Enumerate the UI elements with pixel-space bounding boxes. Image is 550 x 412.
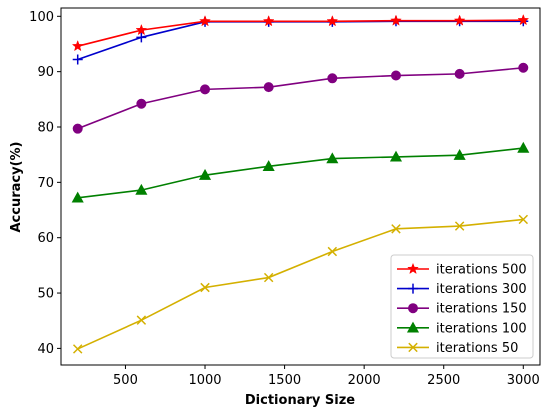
x-tick-label: 2000 xyxy=(348,373,381,388)
data-point xyxy=(72,344,83,354)
legend: iterations 500 iterations 300 iterations 1… xyxy=(390,254,534,359)
y-tick-label: 50 xyxy=(37,287,54,302)
y-tick-label: 100 xyxy=(29,10,54,25)
legend-item: iterations 50 xyxy=(397,341,518,356)
data-point xyxy=(136,98,147,109)
data-point xyxy=(517,13,530,26)
data-point xyxy=(390,14,402,26)
data-point xyxy=(326,152,339,164)
data-point xyxy=(263,272,274,283)
data-point xyxy=(454,221,465,231)
series-5 xyxy=(72,214,529,354)
x-tick-label: 1000 xyxy=(188,373,221,388)
legend-box xyxy=(390,254,534,359)
series-line xyxy=(77,147,524,199)
data-point xyxy=(453,148,466,160)
data-point xyxy=(72,54,83,65)
series-4 xyxy=(71,141,530,203)
legend-label: iterations 100 xyxy=(436,321,527,336)
data-point xyxy=(517,141,530,153)
y-tick-label: 70 xyxy=(37,176,54,191)
data-point xyxy=(262,15,275,27)
legend-marker xyxy=(408,303,418,314)
data-point xyxy=(453,14,466,26)
data-point xyxy=(135,183,148,195)
data-point xyxy=(71,191,84,203)
data-point xyxy=(326,15,339,27)
legend-item: iterations 150 xyxy=(397,302,527,317)
legend-label: iterations 500 xyxy=(436,263,527,278)
y-axis: 40 50 60 70 80 90 100 xyxy=(29,10,61,357)
legend-marker xyxy=(408,342,418,353)
legend-marker xyxy=(407,262,419,275)
data-point xyxy=(136,32,147,43)
data-point xyxy=(327,73,338,84)
data-point xyxy=(454,68,465,79)
legend-label: iterations 150 xyxy=(436,302,527,317)
series-3 xyxy=(72,62,529,134)
data-point xyxy=(518,62,529,73)
series-layer xyxy=(71,13,530,354)
y-tick-label: 80 xyxy=(37,121,54,136)
data-point xyxy=(198,168,212,180)
data-point xyxy=(71,39,84,52)
y-tick-label: 90 xyxy=(37,65,54,80)
y-tick-label: 60 xyxy=(37,231,54,246)
data-point xyxy=(199,15,211,27)
data-point xyxy=(72,123,83,134)
data-point xyxy=(135,23,148,36)
legend-item: iterations 100 xyxy=(397,321,527,336)
legend-label: iterations 300 xyxy=(436,282,527,297)
series-line xyxy=(77,66,524,130)
x-tick-label: 500 xyxy=(113,373,138,388)
data-point xyxy=(200,84,211,95)
x-axis-title: Dictionary Size xyxy=(245,393,355,408)
series-1 xyxy=(71,13,530,52)
series-line xyxy=(77,19,524,47)
data-point xyxy=(390,70,401,81)
y-axis-title: Accuracy(%) xyxy=(9,142,24,233)
data-point xyxy=(518,214,529,225)
data-point xyxy=(200,282,210,293)
x-tick-label: 3000 xyxy=(507,373,540,388)
x-tick-label: 1500 xyxy=(268,373,301,388)
x-tick-label: 2500 xyxy=(427,373,460,388)
x-axis: 500 1000 1500 2000 2500 3000 xyxy=(113,365,540,388)
data-point xyxy=(262,160,275,171)
data-point xyxy=(136,315,147,325)
legend-marker xyxy=(406,321,420,333)
data-point xyxy=(391,224,401,234)
legend-label: iterations 50 xyxy=(436,341,518,356)
data-point xyxy=(327,246,338,257)
legend-item: iterations 500 xyxy=(397,263,527,278)
data-point xyxy=(263,82,274,93)
y-tick-label: 40 xyxy=(37,342,54,357)
data-point xyxy=(389,150,403,162)
series-line xyxy=(77,218,524,350)
legend-item: iterations 300 xyxy=(397,282,527,297)
legend-marker xyxy=(408,283,418,294)
